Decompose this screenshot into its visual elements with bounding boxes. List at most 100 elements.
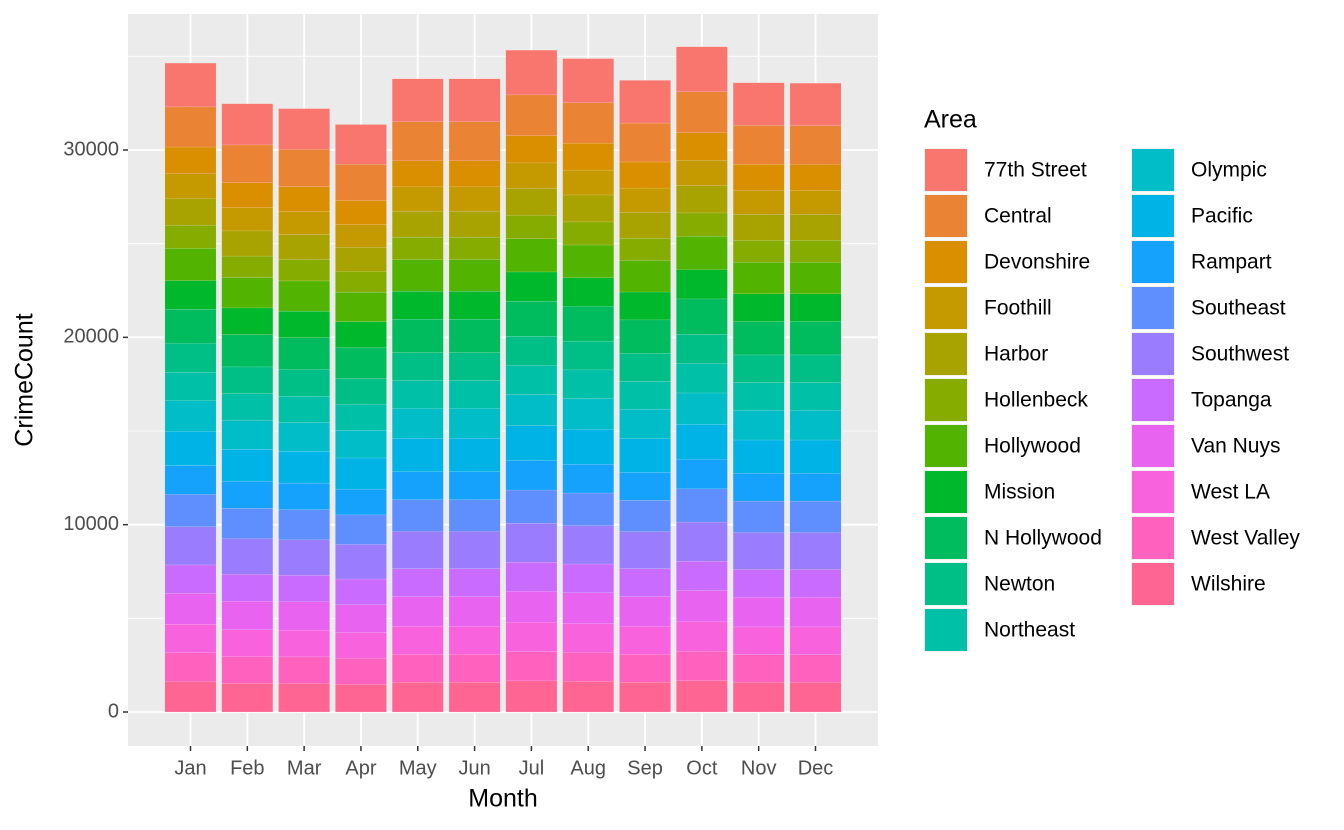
bar-segment — [676, 46, 728, 92]
bar-segment — [278, 280, 330, 312]
legend-swatch — [925, 471, 967, 513]
bar-segment — [335, 578, 387, 605]
bar-segment — [448, 259, 501, 292]
bar-segment — [278, 422, 330, 452]
bar-segment — [335, 321, 387, 348]
bar-segment — [448, 471, 501, 500]
bar-segment — [221, 144, 274, 183]
bar-segment — [619, 596, 671, 627]
bar-segment — [789, 439, 842, 474]
legend-label: West Valley — [1191, 527, 1300, 550]
bar-segment — [221, 334, 274, 368]
bar-segment — [392, 210, 444, 238]
bar-segment — [335, 292, 387, 322]
bar-segment — [676, 680, 728, 713]
bar-segment — [732, 293, 785, 322]
bar-segment — [221, 449, 274, 482]
bar-segment — [676, 459, 728, 490]
bar-segment — [448, 352, 501, 381]
bar-segment — [505, 301, 558, 337]
bar-segment — [335, 604, 387, 633]
bar-segment — [789, 626, 842, 655]
bar-segment — [448, 319, 501, 353]
legend-swatch — [925, 425, 967, 467]
x-tick-label: Aug — [570, 757, 606, 779]
legend-label: Northeast — [984, 619, 1075, 642]
bar-segment — [278, 482, 330, 510]
legend-label: Olympic — [1191, 159, 1267, 182]
bar-segment — [164, 494, 217, 527]
bar-segment — [562, 398, 614, 430]
bar-segment — [278, 575, 330, 602]
bar-segment — [221, 656, 274, 684]
bar-segment — [505, 162, 558, 189]
legend-swatch — [1132, 333, 1174, 375]
bar-segment — [676, 392, 728, 425]
legend-swatch — [1132, 241, 1174, 283]
bar-segment — [562, 221, 614, 246]
bar-segment — [619, 381, 671, 410]
bar-segment — [164, 465, 217, 495]
bar-segment — [789, 262, 842, 294]
x-tick-label: May — [399, 757, 437, 779]
bar-segment — [676, 651, 728, 681]
bar-segment — [278, 601, 330, 631]
bar-segment — [505, 365, 558, 395]
bar-segment — [164, 431, 217, 466]
bar-segment — [335, 658, 387, 685]
bar-segment — [278, 396, 330, 423]
bar-segment — [392, 236, 444, 260]
y-tick-label: 20000 — [63, 326, 119, 348]
bar-segment — [619, 260, 671, 293]
bar-segment — [732, 189, 785, 215]
bar-segment — [676, 621, 728, 652]
bar-segment — [562, 525, 614, 565]
bar-segment — [278, 656, 330, 684]
legend-label: Van Nuys — [1191, 435, 1281, 458]
legend-label: West LA — [1191, 481, 1270, 504]
bar-segment — [448, 78, 501, 122]
bar-segment — [448, 531, 501, 569]
bar-segment — [676, 521, 728, 562]
legend-swatch — [925, 563, 967, 605]
bar-segment — [335, 224, 387, 248]
bar-segment — [392, 471, 444, 500]
bar-segment — [392, 654, 444, 683]
bar-segment — [164, 248, 217, 281]
bar-segment — [676, 132, 728, 161]
bar-segment — [392, 499, 444, 532]
bar-segment — [448, 654, 501, 683]
legend-swatch — [1132, 425, 1174, 467]
x-tick-label: Apr — [345, 757, 376, 779]
bar-segment — [562, 492, 614, 526]
bar-segment — [278, 539, 330, 576]
legend-swatch — [1132, 563, 1174, 605]
bar-segment — [789, 164, 842, 191]
bar-segment — [164, 343, 217, 373]
bar-segment — [221, 277, 274, 309]
bar-segment — [448, 160, 501, 188]
bar-segment — [221, 600, 274, 630]
bar-segment — [732, 214, 785, 241]
bar-segment — [562, 464, 614, 494]
legend-swatch — [1132, 471, 1174, 513]
bar-segment — [562, 277, 614, 307]
x-tick-label: Jun — [458, 757, 490, 779]
bar-segment — [164, 106, 217, 148]
legend-swatch — [925, 195, 967, 237]
bar-segment — [732, 382, 785, 411]
bar-segment — [448, 438, 501, 472]
bar-segment — [221, 629, 274, 657]
bar-segment — [619, 438, 671, 473]
bar-segment — [562, 652, 614, 682]
bar-segment — [732, 354, 785, 383]
bar-segment — [392, 408, 444, 439]
bar-segment — [732, 439, 785, 474]
bar-segment — [676, 363, 728, 394]
legend-label: Southwest — [1191, 343, 1289, 366]
bar-segment — [732, 654, 785, 683]
bar-segment — [505, 680, 558, 713]
bar-segment — [164, 198, 217, 226]
bar-segment — [448, 380, 501, 409]
